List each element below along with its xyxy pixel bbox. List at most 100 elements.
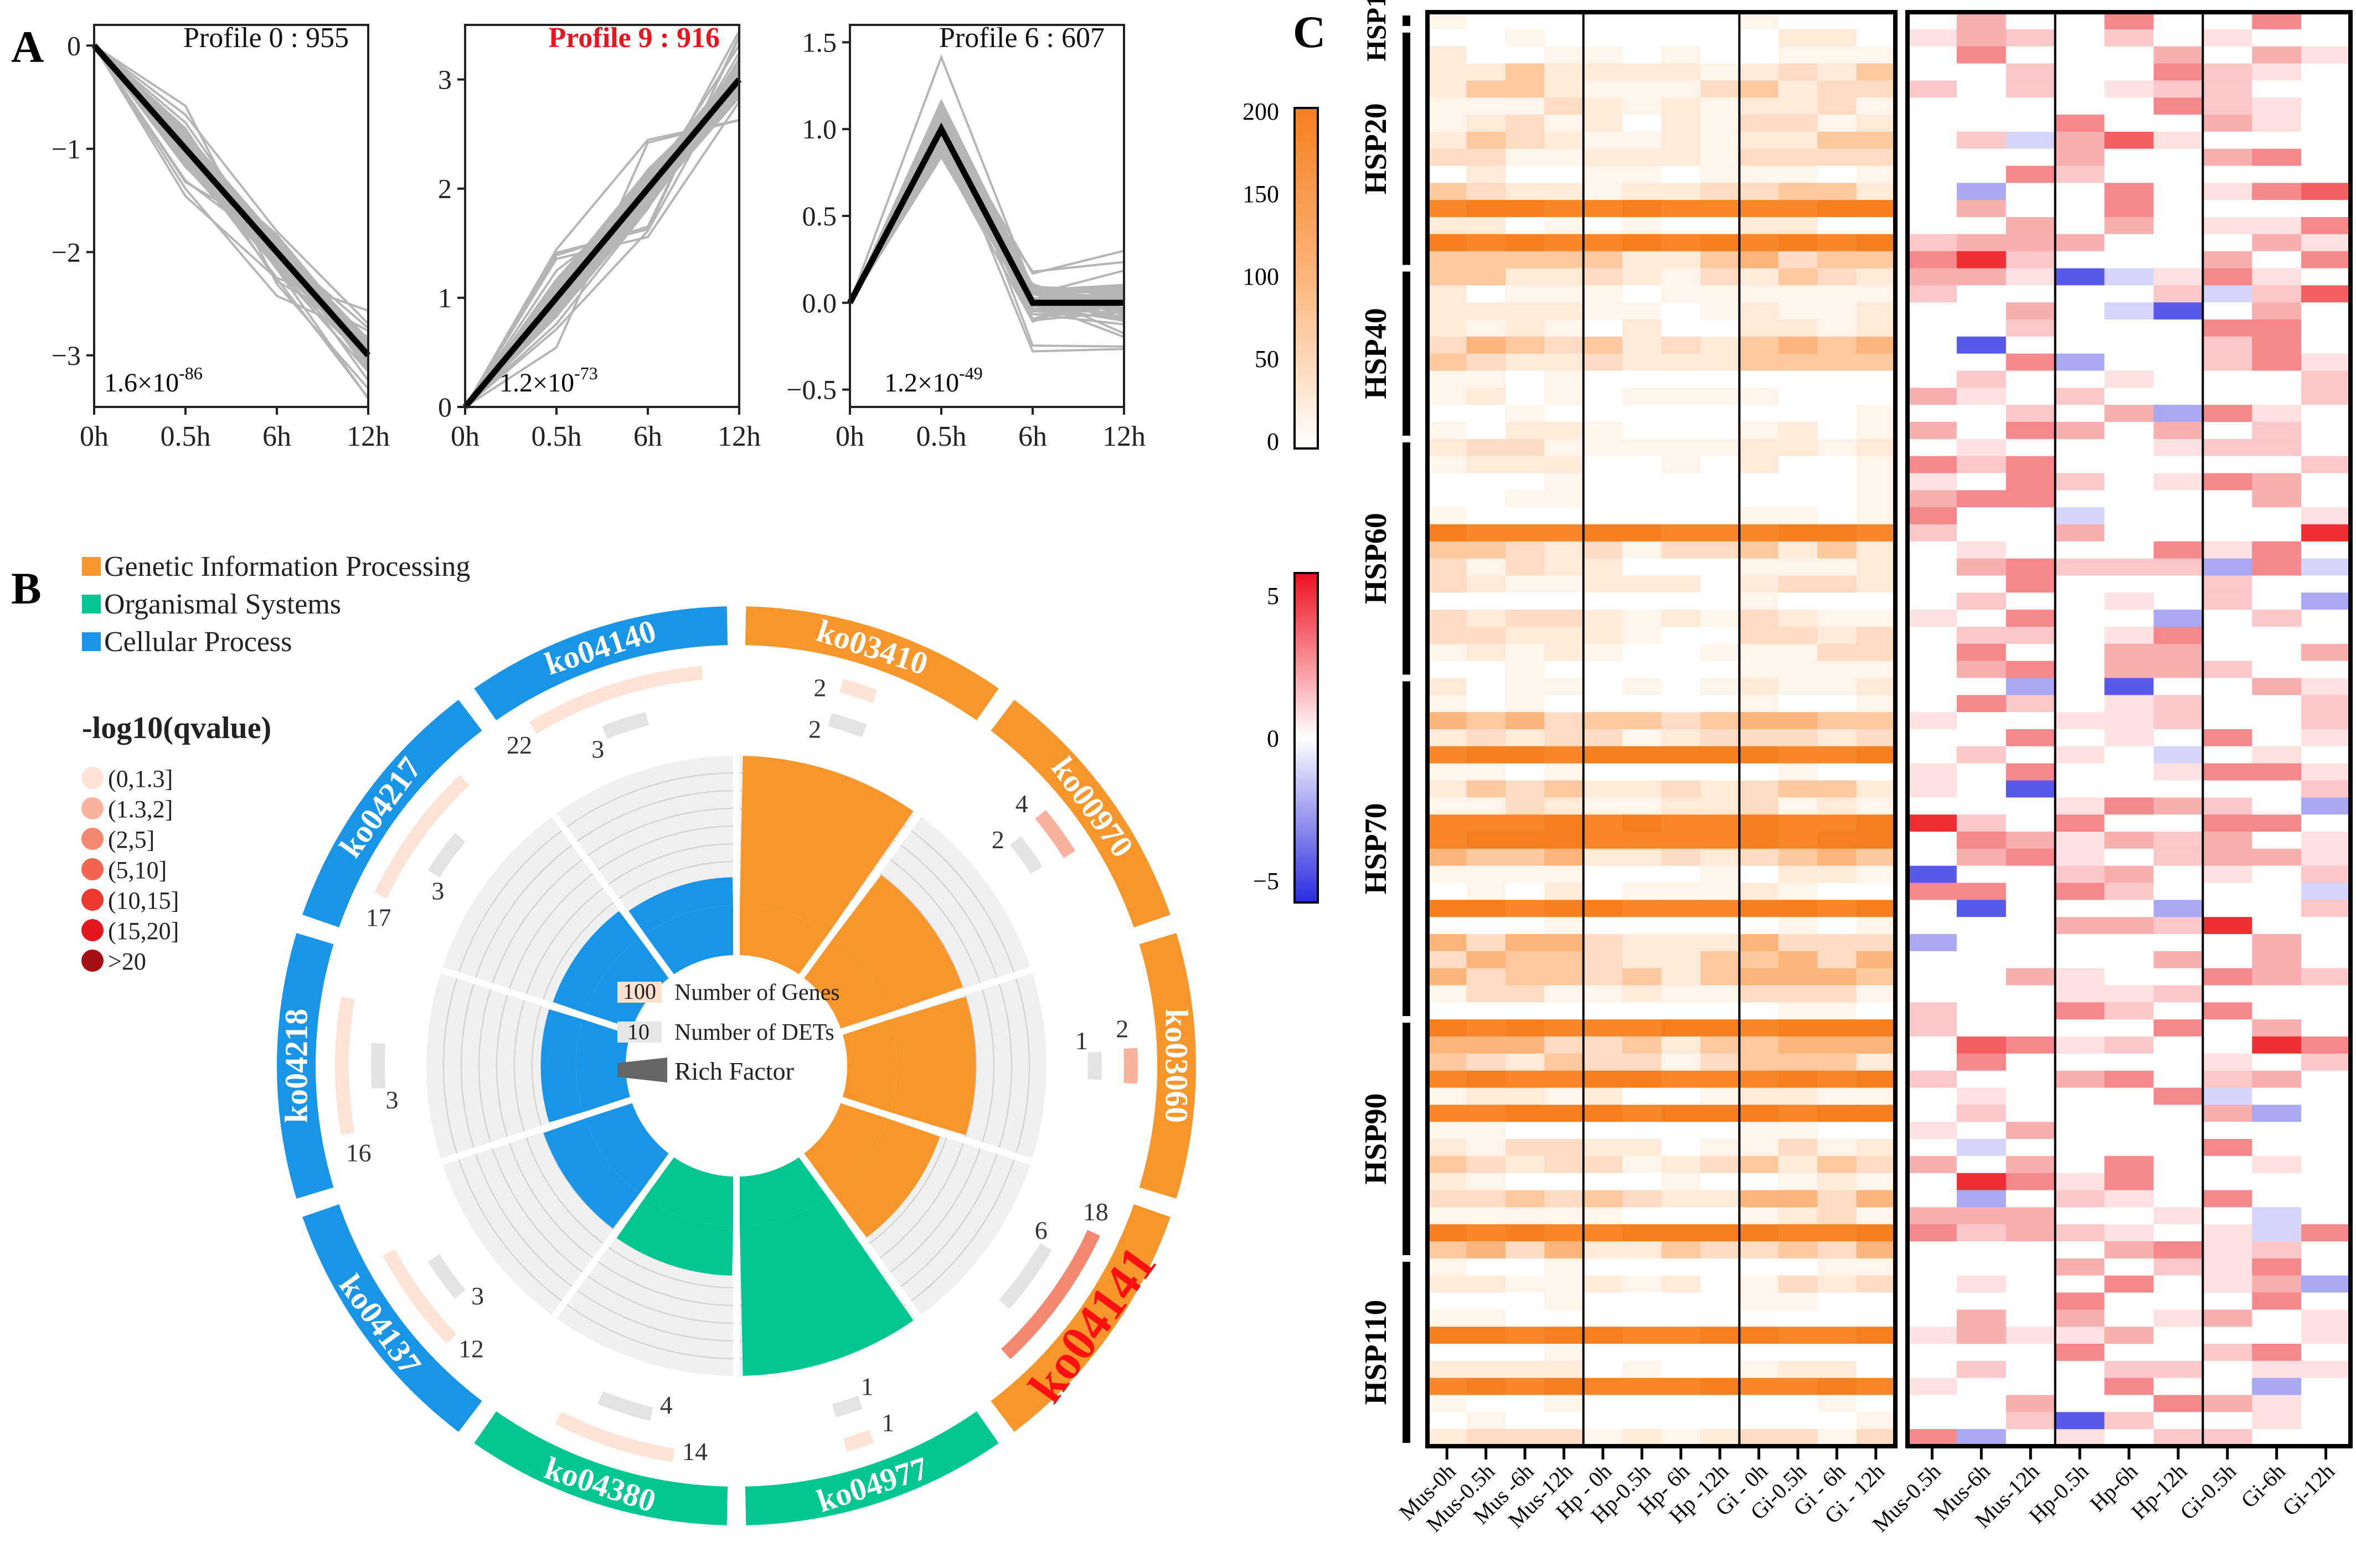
expression-cell xyxy=(1466,1190,1506,1208)
foldchange-cell xyxy=(1908,951,1957,969)
foldchange-cell xyxy=(2006,200,2056,218)
expression-cell xyxy=(1856,1122,1896,1139)
foldchange-cell xyxy=(2203,951,2252,969)
foldchange-cell xyxy=(2055,1173,2105,1191)
foldchange-cell xyxy=(2203,1053,2252,1071)
expression-cell xyxy=(1544,627,1584,644)
expression-cell xyxy=(1583,814,1623,832)
expression-cell xyxy=(1466,148,1506,167)
expression-cell xyxy=(1739,405,1779,422)
expression-cell xyxy=(1544,575,1584,593)
sector-separator xyxy=(838,966,1035,1036)
expression-cell xyxy=(1856,1156,1896,1174)
foldchange-cell xyxy=(2055,115,2105,132)
expression-cell xyxy=(1700,985,1740,1003)
expression-cell xyxy=(1505,439,1545,457)
foldchange-cell xyxy=(2203,1224,2252,1242)
expression-cell xyxy=(1583,1105,1623,1122)
expression-cell xyxy=(1466,183,1506,200)
expression-cell xyxy=(1817,115,1857,132)
foldchange-cell xyxy=(2055,1275,2105,1293)
expression-cell xyxy=(1856,388,1896,405)
expression-cell xyxy=(1466,763,1506,781)
expression-cell xyxy=(1427,746,1467,764)
foldchange-cell xyxy=(2203,319,2252,337)
foldchange-cell xyxy=(1956,183,2007,200)
inner-ring xyxy=(583,1099,672,1196)
expression-cell xyxy=(1739,97,1779,115)
expression-cell xyxy=(1817,934,1857,952)
expression-cell xyxy=(1856,934,1896,952)
expression-cell xyxy=(1856,780,1896,798)
foldchange-cell xyxy=(2203,763,2252,781)
expression-cell xyxy=(1817,797,1857,815)
expression-cell xyxy=(1505,1053,1545,1071)
foldchange-frame xyxy=(1905,10,2353,1448)
foldchange-cell xyxy=(2301,883,2351,900)
expression-cell xyxy=(1466,541,1506,559)
expression-cell xyxy=(1427,712,1467,730)
expression-cell xyxy=(1661,46,1701,64)
expression-cell xyxy=(1856,729,1896,747)
expression-cell xyxy=(1622,405,1662,422)
expression-cell xyxy=(1583,746,1623,764)
expression-cell xyxy=(1856,166,1896,183)
foldchange-cell xyxy=(2203,217,2252,235)
expression-cell xyxy=(1817,1036,1857,1054)
gene-line xyxy=(94,44,368,324)
foldchange-cell xyxy=(1908,12,1957,30)
expression-cell xyxy=(1427,968,1467,986)
foldchange-cell xyxy=(2055,763,2105,781)
expression-cell xyxy=(1661,1070,1701,1089)
foldchange-cell xyxy=(1908,900,1957,917)
expression-cell xyxy=(1778,592,1818,610)
expression-cell xyxy=(1661,712,1701,730)
expression-cell xyxy=(1544,1327,1584,1344)
foldchange-cell xyxy=(1908,729,1957,747)
expression-cell xyxy=(1583,507,1623,525)
foldchange-cell xyxy=(1956,1309,2007,1327)
expression-cell xyxy=(1778,12,1818,30)
foldchange-cell xyxy=(2252,422,2302,440)
expression-cell xyxy=(1505,883,1545,900)
expression-cell xyxy=(1583,1053,1623,1071)
term-label: ko03060 xyxy=(1159,1009,1195,1123)
expression-cell xyxy=(1505,302,1545,320)
foldchange-cell xyxy=(2252,832,2302,849)
foldchange-cell xyxy=(1908,1173,1957,1191)
expression-cell xyxy=(1856,1412,1896,1430)
foldchange-cell xyxy=(2104,1275,2154,1293)
foldchange-cell xyxy=(2203,1412,2252,1430)
expression-cell xyxy=(1622,115,1662,132)
foldchange-cell xyxy=(2252,1190,2302,1208)
dets-bar xyxy=(1010,836,1043,874)
expression-cell xyxy=(1700,832,1740,849)
expression-cell xyxy=(1739,251,1779,269)
expression-cell xyxy=(1583,200,1623,218)
expression-cell xyxy=(1739,1309,1779,1327)
expression-cell xyxy=(1778,63,1818,81)
pvalue-exp: -49 xyxy=(959,363,983,383)
expression-cell xyxy=(1505,968,1545,986)
foldchange-cell xyxy=(1908,1412,1957,1430)
expression-cell xyxy=(1739,115,1779,132)
expression-cell xyxy=(1583,678,1623,695)
term-label: ko04218 xyxy=(279,1009,315,1123)
foldchange-cell xyxy=(2301,131,2351,149)
expression-cell xyxy=(1544,1190,1584,1208)
expression-cell xyxy=(1622,1327,1662,1344)
expression-cell xyxy=(1505,80,1545,98)
expression-cell xyxy=(1661,1156,1701,1174)
foldchange-cell xyxy=(2055,388,2105,405)
foldchange-cell xyxy=(2006,148,2056,167)
foldchange-cell xyxy=(2055,490,2105,508)
expression-cell xyxy=(1661,370,1701,388)
expression-cell xyxy=(1739,183,1779,200)
foldchange-cell xyxy=(2252,1019,2302,1037)
expression-cell xyxy=(1817,63,1857,81)
expression-cell xyxy=(1739,1275,1779,1293)
foldchange-cell xyxy=(1908,968,1957,986)
foldchange-cell xyxy=(2252,234,2302,252)
expression-cell xyxy=(1544,405,1584,422)
